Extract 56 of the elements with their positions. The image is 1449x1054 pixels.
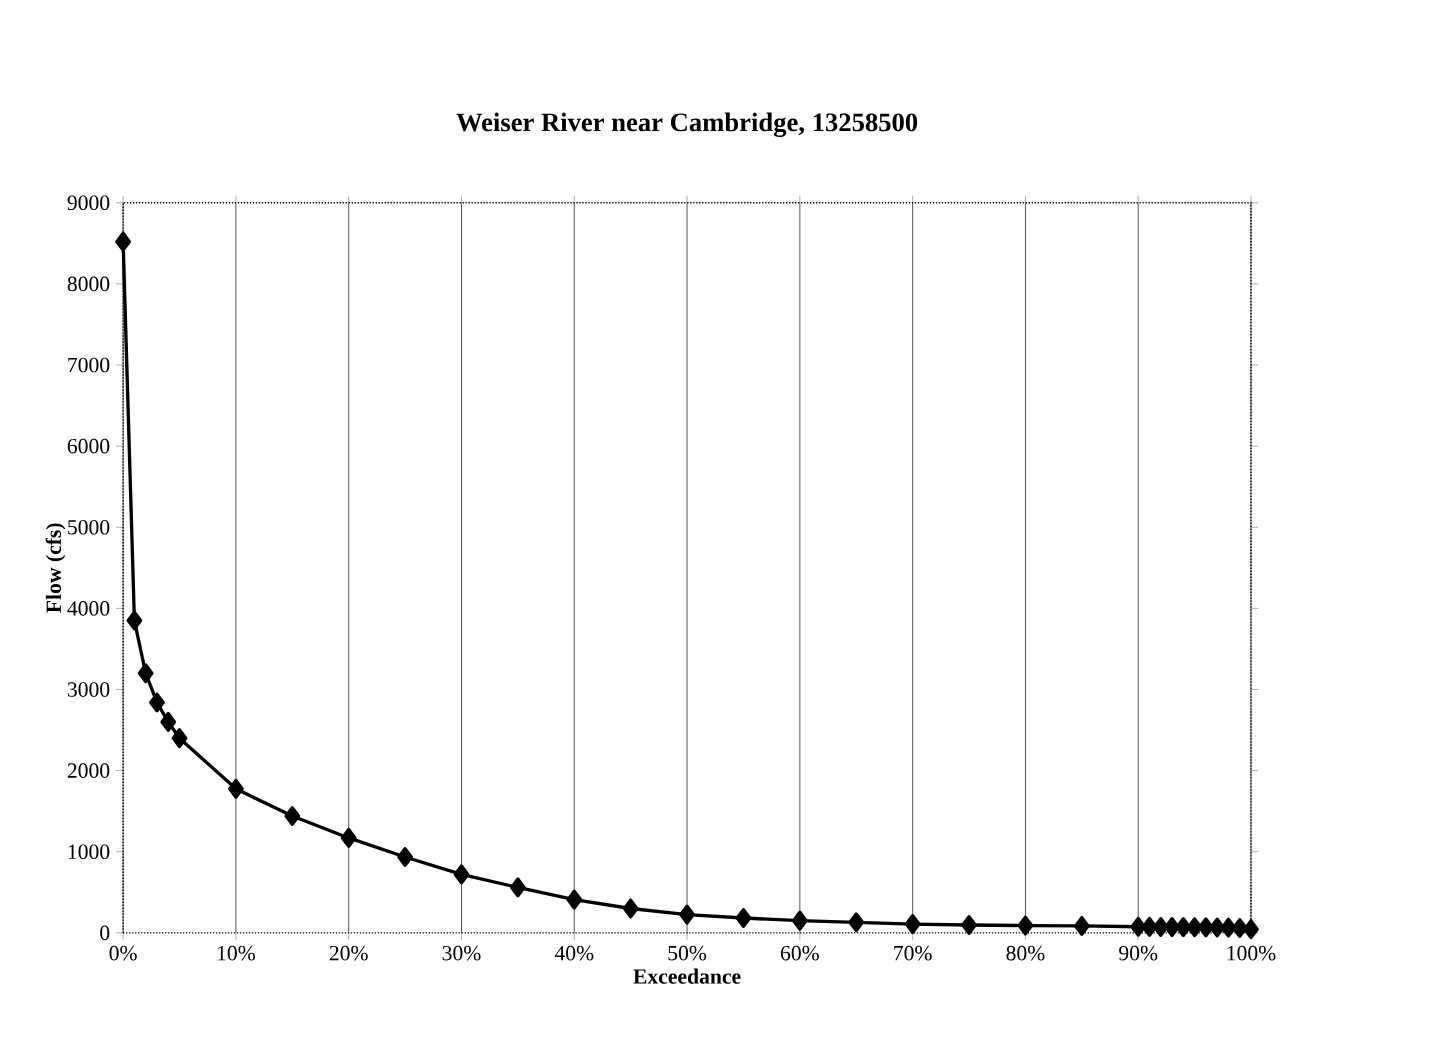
x-axis-title: Exceedance — [633, 968, 741, 985]
x-tick-label: 100% — [1227, 946, 1276, 961]
y-tick-label: 3000 — [67, 682, 110, 697]
y-tick-label: 5000 — [68, 520, 110, 535]
y-tick-label: 1000 — [68, 844, 110, 860]
point — [284, 806, 301, 827]
point — [791, 910, 808, 931]
point — [160, 712, 177, 733]
point — [1073, 916, 1090, 937]
point — [1130, 916, 1147, 937]
y-tick-label: 7000 — [68, 357, 110, 373]
x-tick-label: 80% — [1006, 946, 1045, 961]
point — [1220, 917, 1237, 938]
point — [1141, 917, 1158, 938]
point — [566, 889, 583, 910]
x-tick-label: 20% — [329, 946, 368, 961]
point — [1175, 917, 1192, 938]
x-tick-label: 30% — [442, 946, 481, 961]
point — [115, 231, 132, 252]
point — [1164, 917, 1180, 938]
x-tick-label: 50% — [668, 946, 707, 961]
chart-title: Weiser River near Cambridge, 13258500 — [456, 112, 918, 138]
point — [848, 912, 865, 933]
point — [961, 915, 977, 936]
point — [228, 779, 244, 800]
x-tick-label: 60% — [780, 946, 819, 961]
x-tick-label: 10% — [217, 946, 255, 961]
point — [453, 864, 470, 885]
x-tick-label: 0% — [109, 946, 137, 961]
point — [1152, 917, 1169, 938]
point — [1197, 917, 1214, 938]
y-tick-label: 4000 — [67, 601, 110, 616]
point — [1231, 918, 1248, 939]
point — [1017, 915, 1034, 936]
point — [1186, 917, 1203, 938]
y-tick-label: 9000 — [67, 195, 110, 211]
point — [679, 904, 695, 925]
point — [126, 610, 143, 631]
point — [509, 877, 526, 898]
point — [904, 914, 921, 935]
point — [622, 898, 639, 919]
point — [340, 828, 357, 849]
x-tick-label: 70% — [894, 946, 932, 961]
y-tick-label: 8000 — [67, 276, 110, 292]
point — [149, 692, 165, 713]
point — [1243, 919, 1259, 940]
y-tick-label: 6000 — [67, 439, 110, 454]
point — [397, 847, 413, 868]
point — [735, 908, 752, 929]
y-tick-label: 2000 — [67, 763, 110, 779]
x-tick-label: 40% — [554, 946, 594, 961]
x-tick-label: 90% — [1119, 946, 1158, 961]
point — [137, 663, 154, 684]
point — [171, 728, 188, 749]
y-axis-title: Flow (cfs) — [45, 523, 66, 613]
y-tick-label: 0 — [100, 925, 110, 941]
